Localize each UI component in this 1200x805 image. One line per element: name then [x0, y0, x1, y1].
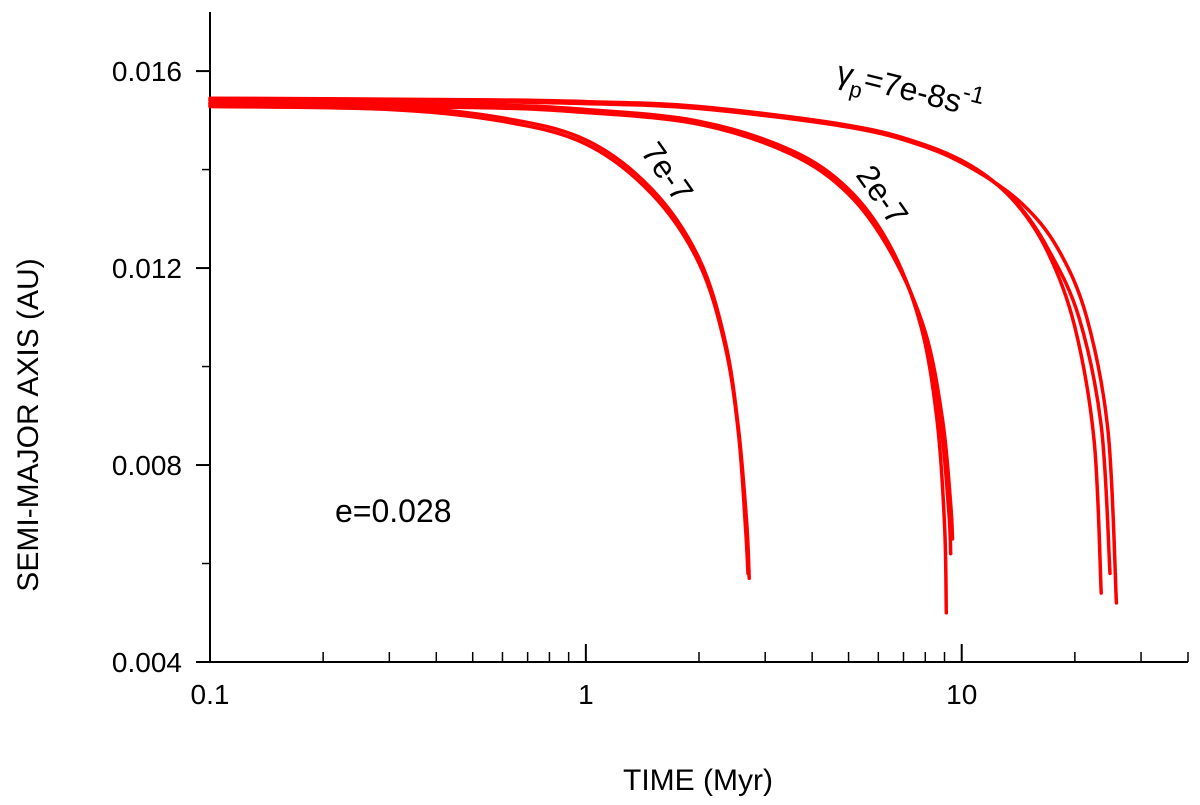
gamma-main: =7e-8s: [861, 61, 966, 120]
curves: [208, 96, 1119, 615]
series-line-2e-7-b: [208, 102, 953, 556]
y-tick-label: 0.008: [112, 450, 182, 481]
x-tick-label: 1: [578, 679, 594, 710]
y-tick-label: 0.004: [112, 647, 182, 678]
y-tick-label: 0.016: [112, 56, 182, 87]
eccentricity-label: e=0.028: [335, 493, 452, 529]
minor-ticks: [202, 168, 1189, 662]
x-tick-label: 10: [946, 679, 977, 710]
svg-text:γp=7e-8s-1: γp=7e-8s-1: [831, 48, 987, 132]
x-tick-label: 0.1: [191, 679, 230, 710]
tick-labels: 0.1 1 10 0.004 0.008 0.012 0.016: [112, 56, 977, 710]
label-2e-7: 2e-7: [849, 158, 915, 231]
x-axis-title: TIME (Myr): [623, 764, 773, 797]
gamma-subscript: p: [847, 76, 865, 103]
series-line-7e-8-c: [208, 98, 1119, 605]
y-tick-label: 0.012: [112, 253, 182, 284]
major-ticks: [196, 70, 963, 663]
gamma-annotation: γp=7e-8s-1: [831, 48, 987, 132]
series-line-2e-7-c: [208, 103, 955, 541]
label-7e-7: 7e-7: [634, 135, 700, 208]
y-axis-title: SEMI-MAJOR AXIS (AU): [12, 258, 45, 591]
series-line-7e-7-b: [208, 104, 750, 576]
